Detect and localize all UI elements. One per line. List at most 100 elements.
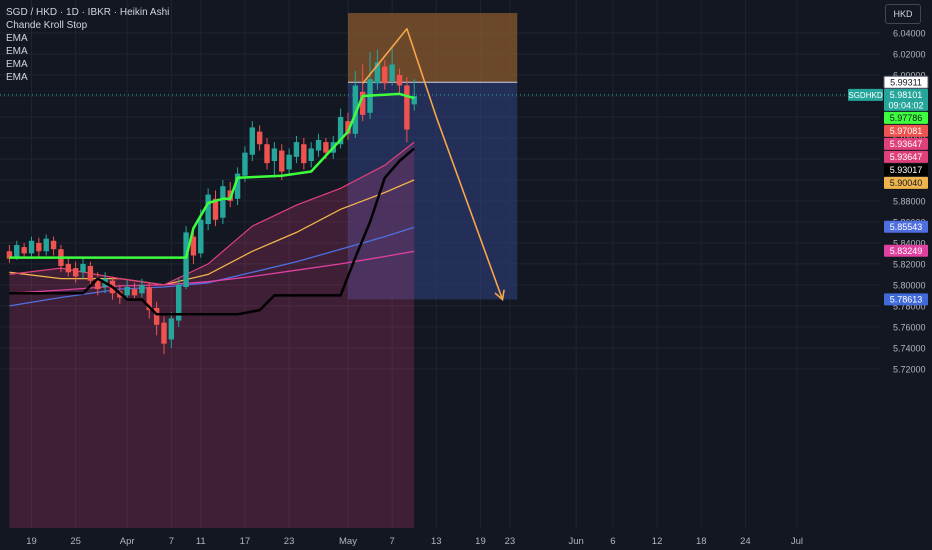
currency-button[interactable]: HKD [885, 4, 921, 24]
ema-line-3 [9, 250, 415, 294]
price-label-bg [884, 293, 928, 306]
candle [139, 278, 145, 298]
candle [360, 64, 366, 122]
indicator-ema-1[interactable]: EMA [6, 33, 28, 44]
candle [345, 112, 351, 141]
price-label-text: 5.93647 [890, 139, 923, 149]
candle [6, 244, 13, 263]
candle [264, 137, 270, 170]
price-label-text: 5.93017 [890, 165, 923, 175]
indicator-chande-kroll-stop[interactable]: Chande Kroll Stop [6, 20, 88, 31]
candle [212, 190, 219, 227]
price-label-text: 5.90040 [890, 178, 923, 188]
price-label-text: 5.98101 [890, 90, 923, 100]
candle [161, 316, 167, 355]
candle [382, 60, 388, 90]
candle [21, 242, 27, 258]
candle-body [190, 236, 197, 256]
indicator-ema-3[interactable]: EMA [6, 59, 28, 70]
candle [301, 137, 307, 170]
price-label-text: 5.83249 [890, 246, 923, 256]
candle [404, 77, 410, 143]
price-label-bg [883, 75, 929, 89]
candle [234, 167, 241, 206]
candle-body [315, 140, 322, 151]
candle-body [374, 62, 381, 84]
time-tick-label: 25 [70, 536, 81, 547]
candle-body [352, 85, 359, 134]
price-label-bg [884, 124, 928, 137]
price-label-text: 5.93647 [890, 152, 923, 162]
candle-body [234, 173, 241, 199]
price-label-bg [884, 176, 928, 189]
candle-body [242, 152, 248, 176]
candle [374, 49, 381, 90]
time-tick-label: 23 [505, 536, 516, 547]
time-tick-label: 6 [610, 536, 615, 547]
candle [220, 179, 226, 225]
price-tick-label: 5.88000 [893, 196, 926, 206]
price-label-bg [884, 111, 928, 124]
candle-body [21, 247, 27, 254]
candle-body [161, 322, 167, 344]
price-tick-label: 5.82000 [893, 259, 926, 269]
price-label-bg [884, 88, 928, 111]
candle-body [279, 150, 285, 172]
time-tick-label: Jul [791, 536, 803, 547]
time-tick-label: 17 [240, 536, 251, 547]
candle-body [308, 148, 314, 162]
chart-legend: SGD / HKD · 1D · IBKR · Heikin Ashi Chan… [6, 6, 169, 84]
candle-body [87, 265, 94, 281]
candle-body [153, 307, 160, 325]
price-label: 5.97081 [884, 124, 928, 137]
price-tick-label: 5.74000 [893, 343, 926, 353]
indicator-ema-4[interactable]: EMA [6, 72, 28, 83]
price-label: 5.93017 [884, 163, 928, 176]
candle-body [271, 148, 278, 162]
candle-body [205, 194, 211, 225]
symbol-tag-bg [848, 88, 883, 101]
candle-body [6, 251, 13, 259]
price-tick-label: 6.00000 [893, 70, 926, 80]
price-label-text: 5.85543 [890, 222, 923, 232]
candle [153, 301, 160, 336]
candle-body [28, 240, 35, 254]
candle-body [168, 318, 175, 340]
candle [36, 237, 42, 258]
candle-body [345, 121, 351, 134]
candles [6, 45, 417, 355]
candle [190, 230, 197, 264]
price-label-text: 5.97081 [890, 126, 923, 136]
candle [308, 142, 314, 168]
candle-body [360, 91, 366, 115]
candle-body [95, 278, 101, 290]
candle [396, 68, 403, 94]
candle [95, 272, 101, 296]
candle-body [50, 240, 57, 250]
candle-body [323, 142, 329, 153]
candle [337, 108, 344, 149]
price-label-bg [884, 220, 928, 233]
candle-body [220, 186, 226, 218]
candle-body [411, 95, 417, 105]
price-label-bg [884, 137, 928, 150]
candle [124, 280, 130, 300]
candle [80, 257, 86, 279]
price-label: 5.78613 [884, 293, 928, 306]
candle-body [212, 198, 219, 220]
candle [249, 121, 255, 162]
price-label-text: 5.97786 [890, 113, 923, 123]
projection-arrowhead [494, 289, 505, 302]
projection-path [362, 28, 504, 300]
indicator-ema-2[interactable]: EMA [6, 46, 28, 57]
candle-body [65, 263, 71, 273]
symbol-title[interactable]: SGD / HKD · 1D · IBKR · Heikin Ashi [6, 7, 170, 18]
candle [242, 146, 248, 183]
price-label: 5.97786 [884, 111, 928, 124]
candle-body [146, 286, 152, 311]
price-tick-label: 5.78000 [893, 301, 926, 311]
candle [131, 282, 138, 300]
candle [293, 135, 300, 164]
